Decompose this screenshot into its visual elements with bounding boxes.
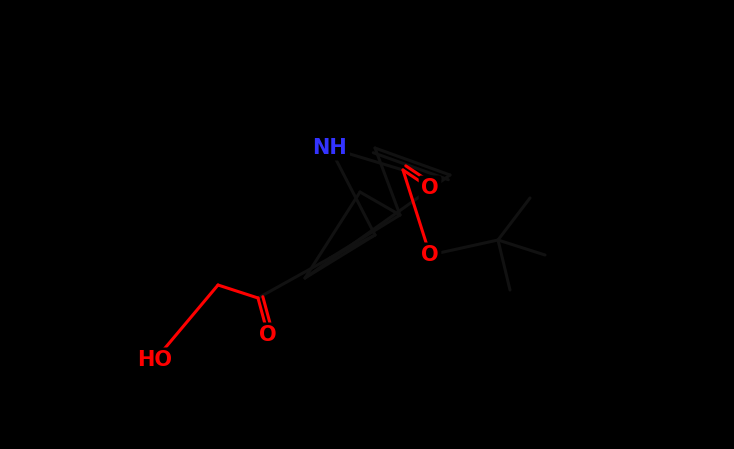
Text: O: O — [421, 245, 439, 265]
Text: HO: HO — [137, 350, 172, 370]
Text: O: O — [259, 325, 277, 345]
Text: O: O — [421, 178, 439, 198]
Text: NH: NH — [313, 138, 347, 158]
